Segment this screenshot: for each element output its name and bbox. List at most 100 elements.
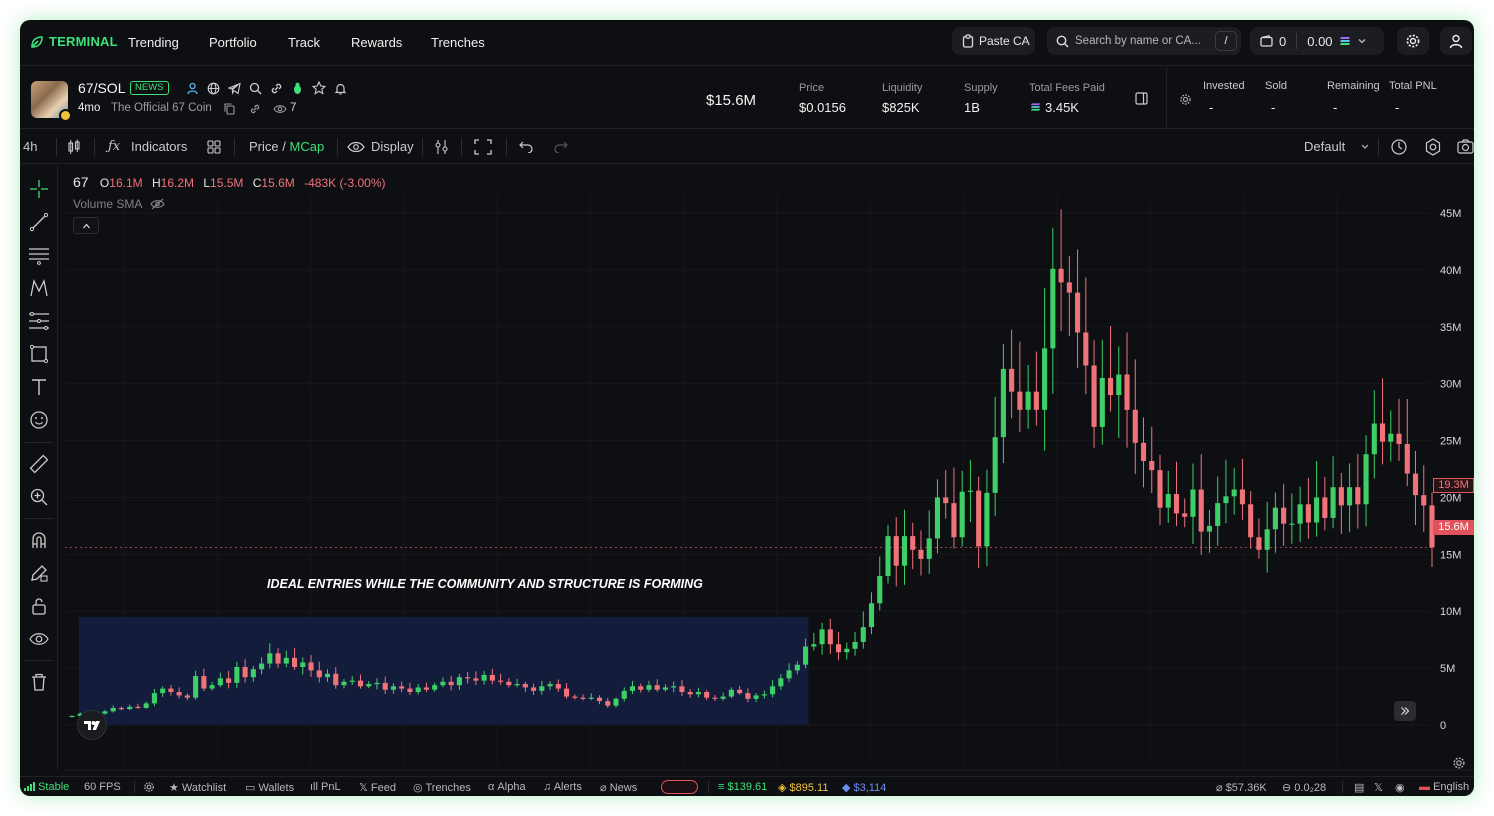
tool-divider [25, 660, 53, 661]
rectangle-tool[interactable] [27, 342, 51, 366]
collapse-legend-button[interactable] [73, 217, 99, 234]
zoom-in-tool[interactable] [27, 485, 51, 509]
alert-clock-icon[interactable] [1390, 138, 1408, 156]
panel-toggle-icon[interactable] [1135, 92, 1148, 105]
crosshair-tool[interactable] [27, 177, 51, 201]
status-alerts[interactable]: ♫ Alerts [543, 781, 582, 793]
eye-off-icon[interactable] [150, 198, 166, 210]
tool-divider [25, 518, 53, 519]
toolbar-divider [461, 138, 462, 156]
candle-body [794, 664, 800, 671]
display-button[interactable]: Display [371, 139, 414, 154]
globe-icon[interactable] [207, 82, 220, 95]
undo-icon[interactable] [519, 140, 534, 153]
news-badge[interactable]: NEWS [130, 81, 169, 95]
bnb-price: ◈ $895.11 [778, 781, 828, 794]
y-axis-label: 30M [1440, 379, 1461, 391]
docs-icon[interactable]: ▤ [1354, 782, 1365, 794]
share-link-icon[interactable] [249, 103, 261, 115]
settings-button[interactable] [1397, 27, 1429, 55]
horizontal-lines-tool[interactable] [27, 243, 51, 267]
paste-ca-button[interactable]: Paste CA [952, 27, 1035, 55]
nav-item-trenches[interactable]: Trenches [431, 35, 485, 50]
telegram-icon[interactable] [228, 82, 241, 95]
status-alpha[interactable]: α Alpha [488, 781, 526, 793]
star-icon[interactable] [312, 81, 326, 95]
scroll-to-latest-button[interactable] [1394, 701, 1416, 721]
search-shortcut-key: / [1215, 31, 1237, 51]
status-news[interactable]: ⌀ News [600, 781, 637, 794]
candle-body [629, 686, 636, 691]
text-tool[interactable] [27, 375, 51, 399]
axis-settings-icon[interactable] [1452, 756, 1466, 770]
copy-icon[interactable] [224, 103, 235, 115]
token-avatar[interactable] [31, 81, 72, 122]
pattern-tool[interactable] [27, 276, 51, 300]
position-settings-icon[interactable] [1179, 93, 1192, 106]
candle-body [415, 687, 421, 693]
candle-body [654, 685, 660, 690]
status-liquidity: ⌀ $57.36K [1216, 781, 1267, 794]
nav-item-trending[interactable]: Trending [128, 35, 179, 50]
lock-drawings-tool[interactable] [27, 594, 51, 618]
token-pair[interactable]: 67/SOL [78, 80, 126, 96]
discord-icon[interactable]: ◉ [1395, 782, 1405, 794]
status-watchlist[interactable]: ★ Watchlist [169, 781, 226, 794]
language-selector[interactable]: ▬ English [1419, 781, 1469, 793]
status-wallets[interactable]: ▭ Wallets [245, 781, 294, 794]
magnet-tool[interactable] [27, 528, 51, 552]
candle-body [1215, 503, 1221, 526]
camera-icon[interactable] [1457, 139, 1474, 154]
stay-drawing-tool[interactable] [27, 561, 51, 585]
price-chart[interactable]: 45M40M35M30M25M20M15M10M5M029Nov35791113… [20, 165, 1474, 776]
candle-body [102, 711, 108, 714]
fullscreen-icon[interactable] [474, 139, 492, 155]
price-mcap-toggle[interactable]: Price / MCap [249, 139, 324, 154]
search-input[interactable]: Search by name or CA... / [1047, 27, 1241, 55]
link-icon[interactable] [270, 82, 283, 95]
pill-toggle-icon[interactable] [661, 780, 698, 794]
candle-body [737, 689, 743, 694]
status-feed[interactable]: 𝕏 Feed [359, 781, 396, 794]
ohlc-high-label: H [151, 176, 161, 190]
ruler-tool[interactable] [27, 452, 51, 476]
candle-body [1256, 537, 1262, 550]
interval-selector[interactable]: 4h [23, 139, 38, 154]
candle-body [778, 678, 784, 687]
chart-settings-icon[interactable] [1424, 138, 1442, 156]
tradingview-logo[interactable] [77, 710, 107, 740]
indicators-button[interactable]: Indicators [131, 139, 188, 154]
trendline-tool[interactable] [27, 210, 51, 234]
wallets-label: Wallets [258, 782, 295, 794]
dev-user-icon[interactable] [186, 82, 199, 95]
x-social-icon[interactable]: 𝕏 [1374, 782, 1383, 794]
wallet-selector[interactable]: 0 0.00 [1250, 27, 1384, 55]
candle-body [1140, 442, 1147, 462]
mcap-toggle-label: MCap [289, 139, 325, 154]
candle-type-icon[interactable] [67, 139, 81, 155]
y-axis-label: 40M [1440, 265, 1461, 277]
emoji-tool[interactable] [27, 408, 51, 432]
fib-tool[interactable] [27, 309, 51, 333]
nav-item-portfolio[interactable]: Portfolio [209, 35, 257, 50]
search-token-icon[interactable] [249, 82, 262, 95]
candle-body [1239, 489, 1245, 505]
hide-drawings-tool[interactable] [27, 627, 51, 651]
status-pnl[interactable]: ıll PnL [310, 781, 341, 793]
nav-item-rewards[interactable]: Rewards [351, 35, 403, 50]
nav-item-track[interactable]: Track [288, 35, 321, 50]
templates-grid-icon[interactable] [207, 140, 221, 154]
profile-button[interactable] [1440, 27, 1472, 55]
logo[interactable]: TERMINAL [30, 34, 118, 49]
alerts-label: Alerts [553, 781, 582, 793]
toolbar-divider [337, 138, 338, 156]
redo-icon[interactable] [553, 140, 568, 153]
layout-selector[interactable]: Default [1304, 139, 1346, 154]
delete-drawings-tool[interactable] [27, 670, 51, 694]
bug-icon[interactable] [291, 82, 304, 95]
status-settings-icon[interactable] [143, 781, 155, 793]
bell-icon[interactable] [334, 82, 347, 95]
status-trenches[interactable]: ◎ Trenches [413, 781, 471, 794]
ohlc-change: -483K (-3.00%) [304, 176, 386, 190]
compare-icon[interactable] [434, 139, 450, 155]
